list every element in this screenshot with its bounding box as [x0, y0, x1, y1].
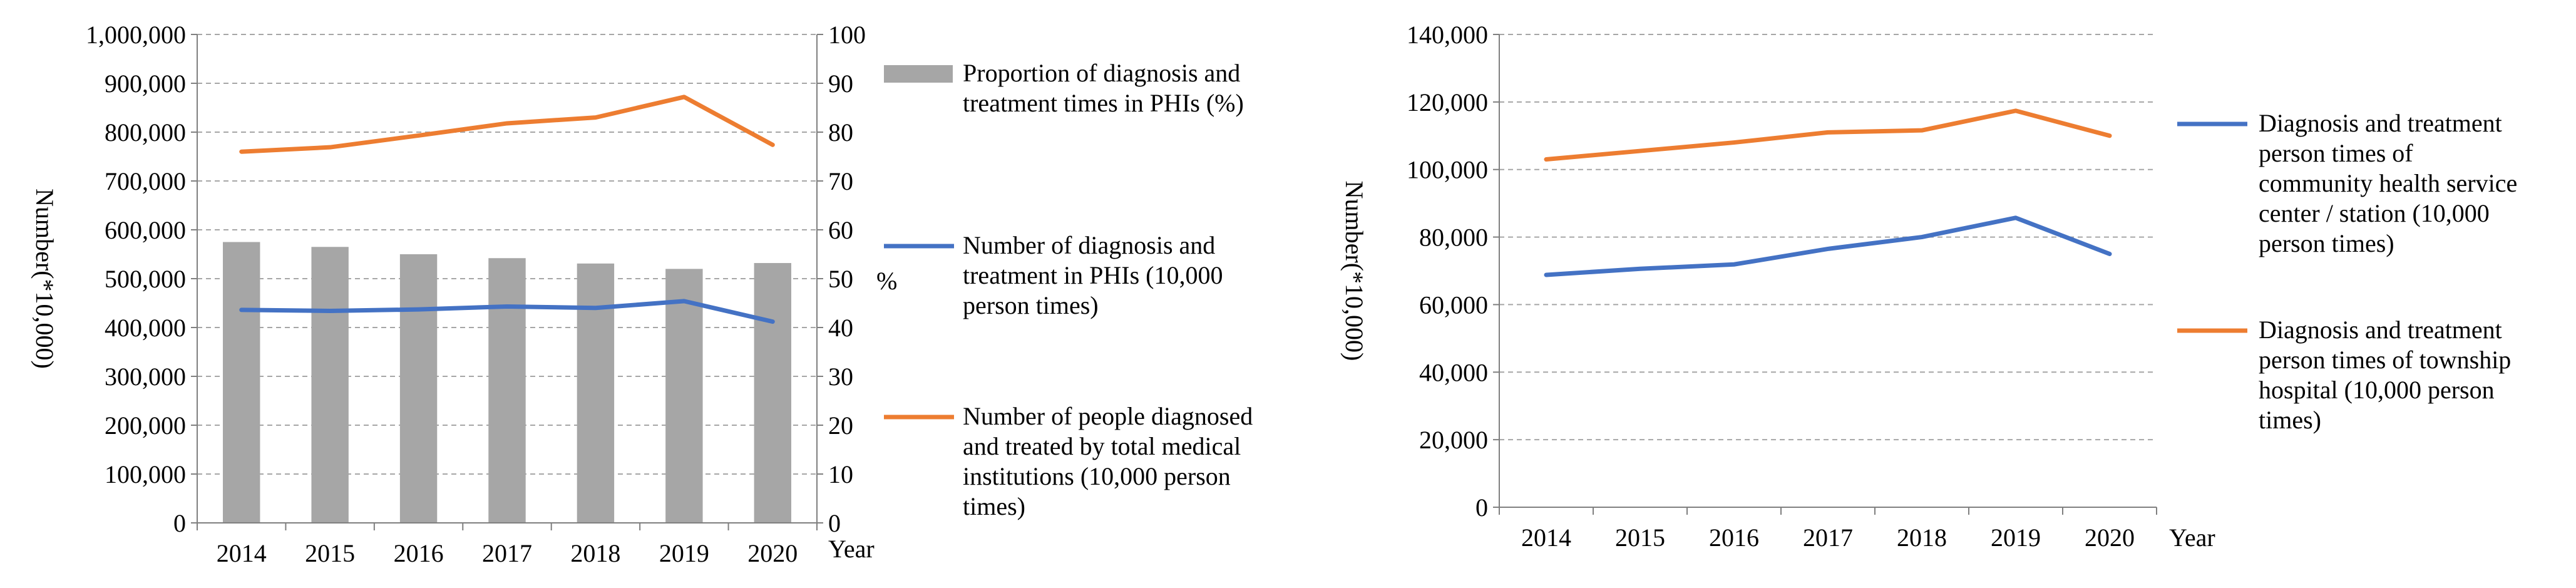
legend-label: and treated by total medical	[963, 432, 1241, 460]
blue-series-line	[239, 299, 775, 324]
legend-label: Diagnosis and treatment	[2259, 316, 2502, 344]
y-tick-label: 400,000	[105, 314, 186, 342]
bar-2018	[577, 263, 615, 523]
orange-series-line	[1544, 108, 2112, 162]
legend-label: hospital (10,000 person	[2259, 376, 2495, 404]
x-tick-label: 2017	[1803, 524, 1853, 552]
x-tick-label: 2016	[1709, 524, 1759, 552]
y-axis-title: Number(*10,000)	[31, 188, 59, 369]
y-tick-label: 60,000	[1419, 291, 1488, 319]
bar-2017	[488, 258, 526, 523]
y2-tick-label: 0	[828, 509, 841, 537]
legend-label: Diagnosis and treatment	[2259, 109, 2502, 137]
y2-axis-title: %	[876, 267, 897, 295]
legend-label: person times of township	[2259, 346, 2511, 374]
legend-label: treatment times in PHIs (%)	[963, 89, 1244, 117]
y2-tick-label: 30	[828, 363, 853, 391]
legend-label: person times)	[963, 291, 1099, 319]
y2-tick-label: 80	[828, 118, 853, 147]
legend-label: Number of people diagnosed	[963, 402, 1253, 430]
x-axis-title: Year	[828, 535, 875, 563]
y-tick-label: 140,000	[1407, 21, 1488, 49]
legend-label: times)	[963, 492, 1025, 520]
y-tick-label: 40,000	[1419, 358, 1488, 386]
y-tick-label: 120,000	[1407, 88, 1488, 116]
x-tick-label: 2014	[1521, 524, 1571, 552]
bar-2019	[665, 269, 703, 523]
y-axis-title: Number(*10,000)	[1340, 181, 1368, 361]
y2-tick-label: 40	[828, 314, 853, 342]
y-tick-label: 300,000	[105, 363, 186, 391]
y-tick-label: 100,000	[1407, 156, 1488, 184]
legend-label: Proportion of diagnosis and	[963, 59, 1240, 87]
chart-left: 0 100,000 200,000 300,000 400,000 500,000 600,…	[31, 21, 1253, 567]
legend-label: treatment in PHIs (10,000	[963, 261, 1223, 289]
y-tick-label: 20,000	[1419, 426, 1488, 454]
y-tick-label: 80,000	[1419, 224, 1488, 252]
y-tick-label: 200,000	[105, 411, 186, 440]
legend-label: times)	[2259, 406, 2321, 434]
legend-swatch-bar	[884, 65, 953, 83]
x-tick-labels: 2014 2015 2016 2017 2018 2019 2020	[1521, 524, 2135, 552]
x-tick-label: 2014	[217, 539, 267, 567]
y-tick-label: 800,000	[105, 118, 186, 147]
bar-2015	[311, 247, 349, 523]
x-tick-label: 2016	[394, 539, 444, 567]
x-tick-label: 2018	[570, 539, 620, 567]
y2-tick-label: 10	[828, 460, 853, 488]
y-tick-label: 700,000	[105, 167, 186, 195]
y-tick-label: 900,000	[105, 70, 186, 98]
legend-label: person times)	[2259, 229, 2394, 257]
x-tick-label: 2015	[305, 539, 355, 567]
x-tick-label: 2015	[1615, 524, 1665, 552]
y-tick-label: 1,000,000	[86, 21, 186, 49]
y2-tick-label: 60	[828, 216, 853, 244]
legend-label: community health service	[2259, 169, 2517, 197]
y-tick-labels: 0 20,000 40,000 60,000 80,000 100,000 120,000 1…	[1407, 21, 1488, 522]
y2-tick-label: 100	[828, 21, 866, 49]
x-tick-label: 2019	[659, 539, 709, 567]
blue-series-line	[1544, 215, 2112, 277]
line-series	[1544, 108, 2112, 277]
x-tick-label: 2019	[1991, 524, 2041, 552]
y-tick-label: 100,000	[105, 460, 186, 488]
bar-series	[223, 242, 791, 523]
axes	[191, 34, 823, 530]
x-axis-title: Year	[2169, 524, 2215, 552]
legend-label: person times of	[2259, 139, 2413, 167]
orange-series-line	[239, 95, 775, 154]
bar-2020	[754, 263, 791, 523]
chart-right: 0 20,000 40,000 60,000 80,000 100,000 120,000 1…	[1340, 21, 2517, 552]
y2-tick-label: 70	[828, 167, 853, 195]
legend-label: center / station (10,000	[2259, 199, 2490, 227]
x-tick-label: 2017	[482, 539, 532, 567]
legend-label: institutions (10,000 person	[963, 462, 1231, 490]
x-tick-labels: 2014 2015 2016 2017 2018 2019 2020	[217, 539, 798, 567]
y-tick-label: 0	[1475, 493, 1488, 522]
y-tick-label: 600,000	[105, 216, 186, 244]
y2-tick-label: 90	[828, 70, 853, 98]
bar-2014	[223, 242, 260, 523]
gridlines	[1499, 34, 2157, 441]
y2-tick-labels: 0 10 20 30 40 50 60 70 80 90 100	[828, 21, 866, 537]
x-tick-label: 2020	[2085, 524, 2135, 552]
y-tick-labels: 0 100,000 200,000 300,000 400,000 500,000 600,…	[86, 21, 186, 537]
legend-label: Number of diagnosis and	[963, 231, 1215, 259]
axes	[1493, 34, 2157, 515]
x-tick-label: 2018	[1897, 524, 1947, 552]
y2-tick-label: 20	[828, 411, 853, 440]
line-series	[239, 95, 775, 324]
bar-2016	[399, 254, 438, 523]
y-tick-label: 0	[173, 509, 186, 537]
y2-tick-label: 50	[828, 265, 853, 293]
y-tick-label: 500,000	[105, 265, 186, 293]
x-tick-label: 2020	[747, 539, 798, 567]
